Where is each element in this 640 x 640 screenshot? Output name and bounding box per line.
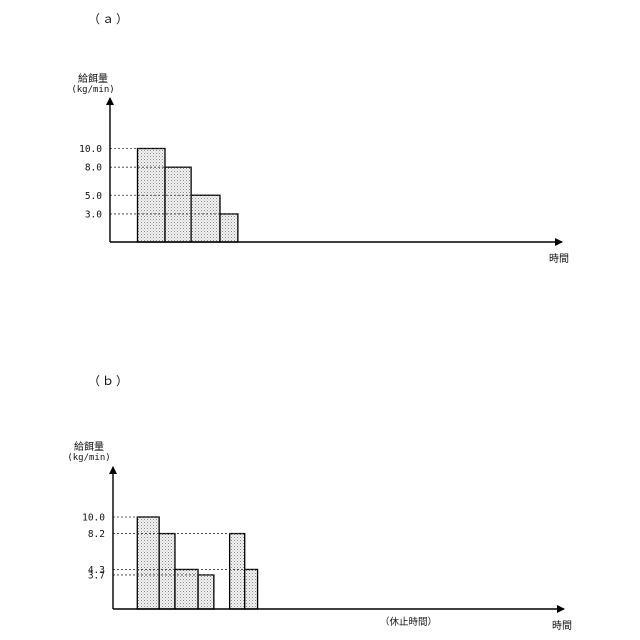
rest-time-annotation: （休止時間） (380, 614, 437, 628)
tick-label-1: 10.0 (82, 513, 105, 524)
bar-6 (245, 569, 258, 609)
tick-label-1: 10.0 (79, 144, 102, 155)
bar-5 (230, 534, 245, 609)
tick-label-2: 8.0 (85, 163, 102, 174)
tick-label-4: 3.0 (85, 209, 102, 220)
ylabel-a-unit: (kg/min) (70, 85, 116, 96)
bar-4 (198, 575, 214, 609)
bar-3 (191, 195, 220, 242)
ylabel-b-title: 給餌量 (66, 442, 112, 453)
ylabel-b-unit: (kg/min) (66, 453, 112, 464)
chart-a: 10.0 8.0 5.0 3.0 (79, 98, 562, 242)
xlabel-b: 時間 (552, 617, 572, 632)
xlabel-a: 時間 (549, 250, 569, 265)
bar-1 (137, 517, 159, 609)
panel-label-a: （ａ） (88, 10, 130, 27)
panel-label-b: （ｂ） (88, 372, 130, 389)
bar-4 (220, 214, 238, 242)
bar-2 (159, 534, 175, 609)
tick-label-4: 3.7 (88, 570, 105, 581)
tick-label-3: 5.0 (85, 191, 102, 202)
tick-label-2: 8.2 (88, 529, 105, 540)
bar-2 (165, 167, 191, 242)
bar-3 (175, 569, 198, 609)
ylabel-a: 給餌量 (kg/min) (70, 74, 116, 96)
ylabel-b: 給餌量 (kg/min) (66, 442, 112, 464)
chart-b: 10.08.24.33.7 (82, 467, 564, 609)
ylabel-a-title: 給餌量 (70, 74, 116, 85)
